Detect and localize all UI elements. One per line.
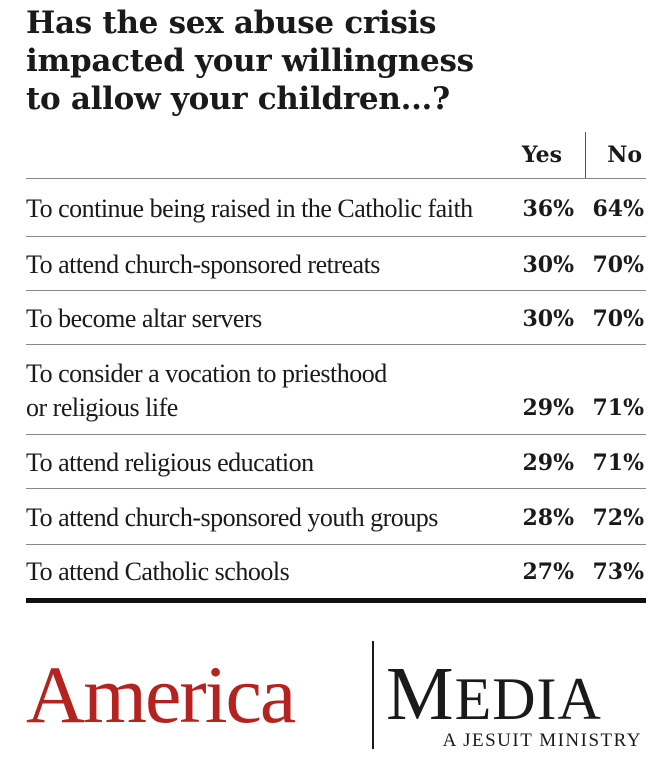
yes-value: 36% xyxy=(522,196,574,222)
yes-value: 29% xyxy=(522,395,574,421)
title-line: impacted your willingness xyxy=(26,43,474,79)
row-label-line: To attend church-sponsored youth groups xyxy=(26,503,438,532)
title-line: to allow your children...? xyxy=(26,81,450,117)
row-label-line: To become altar servers xyxy=(26,304,262,333)
no-value: 71% xyxy=(592,395,644,421)
title-line: Has the sex abuse crisis xyxy=(26,5,437,41)
row-label: To continue being raised in the Catholic… xyxy=(26,192,496,226)
yes-value: 28% xyxy=(522,505,574,531)
table-row: To attend church-sponsored retreats 30% 70… xyxy=(26,237,646,291)
row-label-line: To attend Catholic schools xyxy=(26,557,290,586)
row-label: To attend church-sponsored retreats xyxy=(26,248,496,282)
row-label-line: To continue being raised in the Catholic… xyxy=(26,194,473,223)
yes-value: 30% xyxy=(522,306,574,332)
row-label: To consider a vocation to priesthood or r… xyxy=(26,357,496,425)
row-label: To attend religious education xyxy=(26,446,496,480)
no-value: 73% xyxy=(592,559,644,585)
yes-value: 30% xyxy=(522,252,574,278)
yes-value: 27% xyxy=(522,559,574,585)
no-value: 71% xyxy=(592,450,644,476)
row-label-line: To attend church-sponsored retreats xyxy=(26,250,380,279)
table-row: To continue being raised in the Catholic… xyxy=(26,179,646,237)
column-divider xyxy=(585,132,586,178)
no-value: 72% xyxy=(592,505,644,531)
no-value: 70% xyxy=(592,252,644,278)
table-row: To become altar servers 30% 70% xyxy=(26,291,646,345)
row-label-line: To consider a vocation to priesthood xyxy=(26,359,387,388)
table-row: To attend church-sponsored youth groups 2… xyxy=(26,489,646,545)
row-label: To attend church-sponsored youth groups xyxy=(26,501,496,535)
table-row: To attend Catholic schools 27% 73% xyxy=(26,545,646,597)
no-value: 64% xyxy=(592,196,644,222)
chart-title: Has the sex abuse crisis impacted your w… xyxy=(26,4,646,118)
table-body: To continue being raised in the Catholic… xyxy=(26,179,646,597)
column-header-no: No xyxy=(607,142,642,168)
logo-america-wordmark: America xyxy=(26,649,296,740)
table-row: To consider a vocation to priesthood or r… xyxy=(26,345,646,435)
logo-media-wordmark: MEDIA xyxy=(386,652,602,736)
logo-tagline: A JESUIT MINISTRY xyxy=(442,730,642,751)
yes-value: 29% xyxy=(522,450,574,476)
table-bottom-rule xyxy=(26,598,646,603)
row-label: To attend Catholic schools xyxy=(26,555,496,589)
row-label: To become altar servers xyxy=(26,302,496,336)
row-label-line: or religious life xyxy=(26,393,178,422)
no-value: 70% xyxy=(592,306,644,332)
header-rule xyxy=(26,178,646,179)
logo-divider xyxy=(372,641,374,749)
column-header-yes: Yes xyxy=(521,142,562,168)
table-row: To attend religious education 29% 71% xyxy=(26,435,646,489)
row-label-line: To attend religious education xyxy=(26,448,314,477)
